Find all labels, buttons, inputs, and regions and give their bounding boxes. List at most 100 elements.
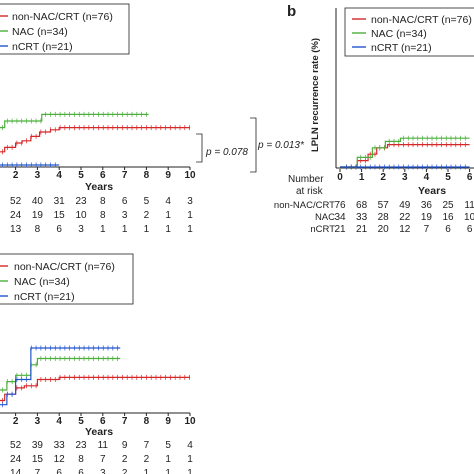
x-tick-label: 2	[13, 170, 19, 181]
risk-cell: 8	[100, 196, 106, 207]
legend-box	[0, 3, 130, 55]
x-tick-label: 1	[359, 172, 365, 183]
x-tick-label: 10	[184, 170, 196, 181]
risk-cell: 3	[100, 468, 106, 474]
risk-table-title-line1: Number	[288, 174, 324, 185]
x-tick-label: 4	[56, 170, 62, 181]
km-curve-2	[0, 347, 121, 406]
legend-label-non-nac: non-NAC/CRT (n=76)	[12, 11, 113, 23]
km-curve-0	[0, 127, 190, 153]
risk-cell: 10	[464, 212, 474, 223]
x-axis-label: Years	[418, 185, 446, 197]
risk-cell: 19	[421, 212, 433, 223]
x-tick-label: 5	[78, 416, 84, 427]
risk-cell: 24	[10, 210, 22, 221]
km-curve-0	[340, 144, 470, 168]
x-tick-label: 0	[337, 172, 343, 183]
risk-cell: 1	[187, 224, 193, 235]
risk-cell: 10	[75, 210, 87, 221]
x-axis-label: Years	[85, 426, 113, 438]
risk-cell: 8	[78, 454, 84, 465]
x-tick-label: 9	[165, 416, 171, 427]
risk-cell: 7	[424, 224, 430, 235]
legend-label-nac: NAC (n=34)	[371, 28, 427, 40]
p-value-brackets: p = 0.078 p = 0.013*	[196, 117, 305, 173]
x-tick-label: 2	[380, 172, 386, 183]
x-tick-label: 4	[424, 172, 430, 183]
km-curve-1	[0, 113, 149, 129]
risk-cell: 49	[399, 200, 411, 211]
risk-cell: 2	[144, 210, 150, 221]
x-tick-label: 3	[35, 170, 41, 181]
x-tick-label: 6	[100, 170, 106, 181]
legend-label-nac: NAC (n=34)	[14, 276, 70, 288]
legend-top-left: non-NAC/CRT (n=76) NAC (n=34) nCRT (n=21…	[0, 3, 130, 55]
risk-cell: 13	[10, 224, 22, 235]
risk-cell: 6	[445, 224, 451, 235]
risk-cell: 1	[144, 224, 150, 235]
x-tick-label: 3	[35, 416, 41, 427]
risk-cell: 7	[100, 454, 106, 465]
risk-cell: 6	[56, 468, 62, 474]
risk-row-label: nCRT	[310, 224, 335, 235]
risk-cell: 1	[165, 210, 171, 221]
legend-panel-b: non-NAC/CRT (n=76) NAC (n=34) nCRT (n=21…	[344, 7, 474, 57]
risk-cell: 8	[100, 210, 106, 221]
risk-cell: 4	[187, 440, 193, 451]
legend-label-ncrt: nCRT (n=21)	[12, 41, 73, 53]
legend-label-nac: NAC (n=34)	[12, 26, 68, 38]
x-tick-label: 5	[445, 172, 451, 183]
risk-cell: 1	[165, 454, 171, 465]
risk-cell: 68	[356, 200, 368, 211]
x-tick-label: 7	[122, 170, 128, 181]
risk-cell: 12	[399, 224, 411, 235]
risk-cell: 57	[378, 200, 390, 211]
risk-cell: 40	[32, 196, 44, 207]
risk-table-bottom-left: 52 39 33 23 11 9 7 5 424 15 12 8 7 2 2 1 114 7 6 6 3 2 1 1 1	[10, 440, 193, 474]
x-tick-label: 6	[467, 172, 473, 183]
risk-cell: 33	[54, 440, 66, 451]
legend-box	[344, 7, 474, 57]
legend-bottom-left: non-NAC/CRT (n=76) NAC (n=34) nCRT (n=21…	[0, 253, 134, 305]
risk-cell: 5	[144, 196, 150, 207]
risk-cell: 6	[122, 196, 128, 207]
risk-cell: 19	[32, 210, 44, 221]
legend-label-non-nac: non-NAC/CRT (n=76)	[371, 14, 472, 26]
risk-cell: 4	[165, 196, 171, 207]
risk-cell: 6	[78, 468, 84, 474]
risk-cell: 5	[165, 440, 171, 451]
y-axis-label: LPLN recurrence rate (%)	[310, 38, 321, 152]
risk-cell: 2	[122, 468, 128, 474]
risk-cell: 76	[334, 200, 346, 211]
panel-bottom-left: non-NAC/CRT (n=76) NAC (n=34) nCRT (n=21…	[0, 253, 196, 474]
risk-cell: 33	[356, 212, 368, 223]
risk-cell: 31	[54, 196, 66, 207]
risk-cell: 1	[165, 224, 171, 235]
x-ticks-top-left: 2 3 4 5 6 7 8 9 10	[13, 167, 196, 181]
x-tick-label: 2	[13, 416, 19, 427]
risk-cell: 1	[187, 210, 193, 221]
risk-cell: 2	[144, 454, 150, 465]
risk-cell: 1	[100, 224, 106, 235]
risk-cell: 1	[187, 468, 193, 474]
x-tick-label: 6	[100, 416, 106, 427]
bracket-inner	[196, 133, 203, 163]
panel-top-left: non-NAC/CRT (n=76) NAC (n=34) nCRT (n=21…	[0, 3, 305, 235]
risk-title-at-risk: at risk	[296, 186, 324, 197]
risk-cell: 16	[442, 212, 454, 223]
risk-row-label: NAC	[315, 212, 335, 223]
risk-cell: 3	[78, 224, 84, 235]
risk-cell: 7	[144, 440, 150, 451]
risk-cell: 20	[378, 224, 390, 235]
legend-box	[0, 253, 134, 305]
risk-cell: 25	[442, 200, 454, 211]
risk-cell: 7	[35, 468, 41, 474]
risk-cell: 15	[32, 454, 44, 465]
risk-table-top-left: 52 40 31 23 8 6 5 4 324 19 15 10 8 3 2 1 113 8 6 3 1 1 1 1 1	[10, 196, 193, 235]
p-value-inner: p = 0.078	[205, 147, 248, 158]
risk-cell: 11	[464, 200, 474, 211]
risk-row-label: non-NAC/CRT	[274, 200, 335, 211]
risk-cell: 52	[10, 196, 22, 207]
